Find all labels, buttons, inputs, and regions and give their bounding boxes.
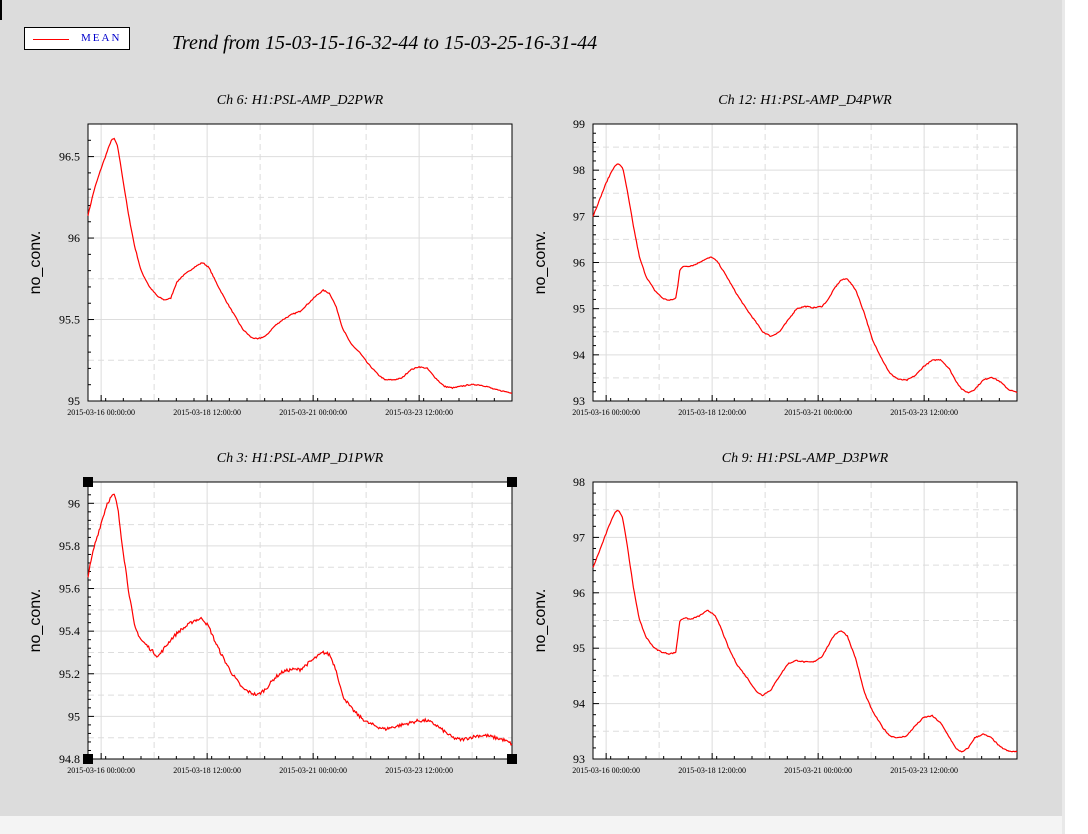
selection-handle: [83, 477, 93, 487]
plot-panel-3: 93 94 95 96 97 98 2015-03-16 00:00:00 2015-03-1…: [532, 451, 1018, 775]
legend-box[interactable]: MEAN: [24, 27, 130, 50]
plot-panel-0: 95 95.5 96 96.5 2015-03-16 00:00:00 2015-03-1…: [27, 93, 513, 417]
y-tick-label: 95.4: [59, 624, 80, 638]
y-tick-label: 96: [573, 256, 585, 270]
window-bottom-border: [0, 816, 1062, 834]
y-tick-label: 94.8: [59, 752, 80, 766]
plot-panel-2: 94.8 95 95.2 95.4 95.6 95.8 96 2015-03-16 00:00…: [27, 451, 517, 775]
y-axis-label: no_conv.: [532, 231, 549, 295]
y-tick-label: 95.8: [59, 539, 80, 553]
y-tick-label: 95.6: [59, 582, 80, 596]
y-axis-label: no_conv.: [27, 231, 44, 295]
y-tick-label: 94: [573, 697, 585, 711]
x-tick-label: 2015-03-16 00:00:00: [67, 408, 135, 417]
y-tick-label: 99: [573, 117, 585, 131]
plot-title: Ch 3: H1:PSL-AMP_D1PWR: [217, 451, 384, 466]
window-edge-marker: [0, 0, 2, 20]
y-tick-label: 93: [573, 752, 585, 766]
selection-handle: [83, 754, 93, 764]
x-tick-label: 2015-03-16 00:00:00: [572, 408, 640, 417]
x-tick-label: 2015-03-21 00:00:00: [279, 766, 347, 775]
y-tick-label: 95: [68, 709, 80, 723]
x-tick-label: 2015-03-23 12:00:00: [385, 766, 453, 775]
y-tick-label: 94: [573, 348, 585, 362]
y-tick-label: 97: [573, 209, 585, 223]
x-tick-label: 2015-03-18 12:00:00: [173, 766, 241, 775]
x-tick-label: 2015-03-18 12:00:00: [678, 766, 746, 775]
legend-label: MEAN: [81, 32, 122, 44]
window-right-border: [1062, 0, 1065, 834]
y-tick-label: 95: [573, 641, 585, 655]
series-line-mean: [592, 509, 1018, 753]
x-tick-label: 2015-03-18 12:00:00: [678, 408, 746, 417]
y-axis-label: no_conv.: [532, 589, 549, 653]
y-axis-label: no_conv.: [27, 589, 44, 653]
x-tick-label: 2015-03-16 00:00:00: [572, 766, 640, 775]
x-tick-label: 2015-03-21 00:00:00: [279, 408, 347, 417]
legend-line-swatch: [33, 39, 69, 40]
selection-handle: [507, 477, 517, 487]
y-tick-label: 93: [573, 394, 585, 408]
series-line-mean: [87, 137, 513, 394]
y-tick-label: 95: [573, 302, 585, 316]
selection-handle: [507, 754, 517, 764]
y-tick-label: 95.2: [59, 667, 80, 681]
y-tick-label: 97: [573, 530, 585, 544]
y-tick-label: 96: [573, 586, 585, 600]
x-tick-label: 2015-03-23 12:00:00: [890, 766, 958, 775]
plot-background: [88, 124, 512, 401]
x-tick-label: 2015-03-23 12:00:00: [385, 408, 453, 417]
y-tick-label: 95: [68, 394, 80, 408]
plot-title: Ch 9: H1:PSL-AMP_D3PWR: [722, 451, 889, 466]
x-tick-label: 2015-03-21 00:00:00: [784, 766, 852, 775]
trend-title: Trend from 15-03-15-16-32-44 to 15-03-25…: [172, 32, 598, 54]
y-tick-label: 96.5: [59, 150, 80, 164]
x-tick-label: 2015-03-23 12:00:00: [890, 408, 958, 417]
series-line-mean: [87, 493, 513, 746]
plot-title: Ch 6: H1:PSL-AMP_D2PWR: [217, 93, 384, 108]
x-tick-label: 2015-03-16 00:00:00: [67, 766, 135, 775]
plot-background: [88, 482, 512, 759]
x-tick-label: 2015-03-21 00:00:00: [784, 408, 852, 417]
y-tick-label: 96: [68, 496, 80, 510]
plot-title: Ch 12: H1:PSL-AMP_D4PWR: [718, 93, 892, 108]
series-line-mean: [592, 163, 1018, 394]
y-tick-label: 95.5: [59, 313, 80, 327]
x-tick-label: 2015-03-18 12:00:00: [173, 408, 241, 417]
y-tick-label: 96: [68, 231, 80, 245]
y-tick-label: 98: [573, 163, 585, 177]
y-tick-label: 98: [573, 475, 585, 489]
plot-panel-1: 93 94 95 96 97 98 99 2015-03-16 00:00:00 2015-03…: [532, 93, 1018, 417]
